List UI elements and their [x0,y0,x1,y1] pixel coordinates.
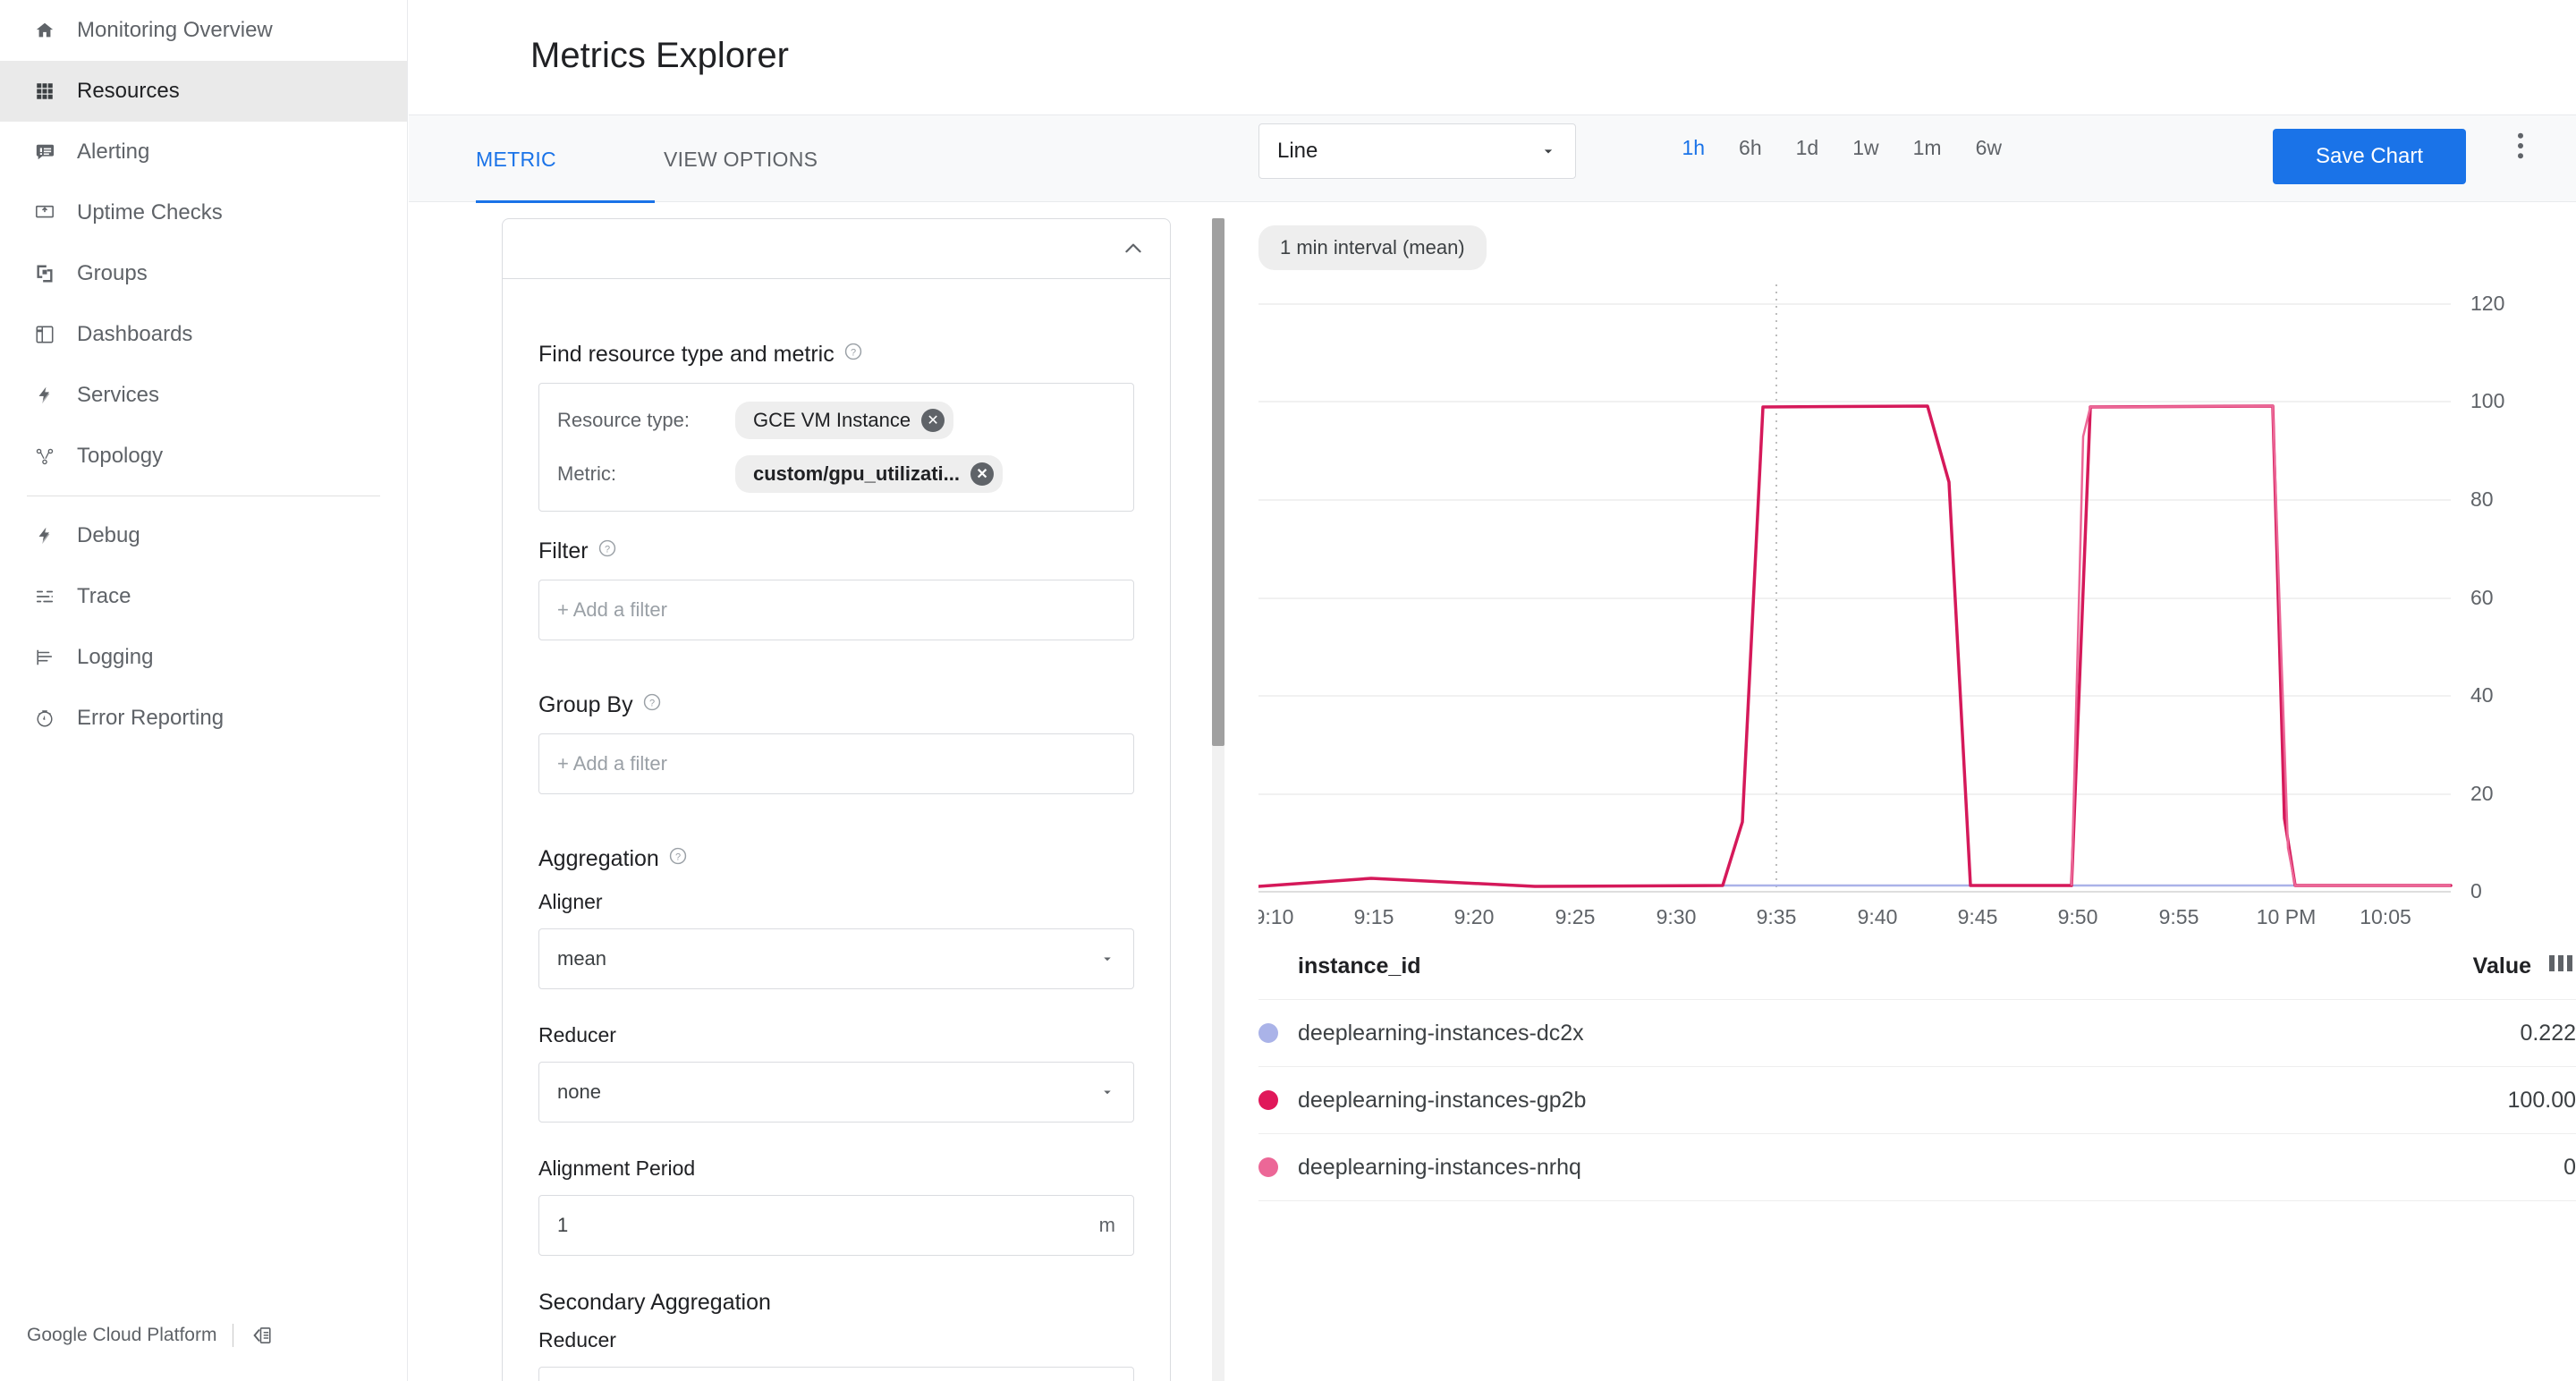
svg-text:9:50: 9:50 [2058,905,2098,928]
svg-text:?: ? [605,545,610,555]
svg-text:9:45: 9:45 [1958,905,1998,928]
svg-text:9:15: 9:15 [1354,905,1394,928]
svg-text:20: 20 [2470,782,2494,805]
svg-text:80: 80 [2470,487,2494,511]
svg-text:40: 40 [2470,683,2494,707]
svg-text:9:55: 9:55 [2159,905,2199,928]
svg-text:9:40: 9:40 [1858,905,1898,928]
svg-text:10 PM: 10 PM [2257,905,2316,928]
svg-text:9:10: 9:10 [1258,905,1293,928]
svg-text:100: 100 [2470,389,2504,412]
svg-text:9:35: 9:35 [1757,905,1797,928]
svg-text:0: 0 [2470,879,2482,902]
svg-text:?: ? [851,348,856,359]
svg-text:9:20: 9:20 [1454,905,1495,928]
svg-text:120: 120 [2470,292,2504,315]
svg-text:9:30: 9:30 [1657,905,1697,928]
svg-text:?: ? [649,699,655,709]
svg-text:10:05: 10:05 [2360,905,2411,928]
svg-text:?: ? [675,852,681,863]
svg-text:60: 60 [2470,586,2494,609]
svg-text:9:25: 9:25 [1555,905,1596,928]
